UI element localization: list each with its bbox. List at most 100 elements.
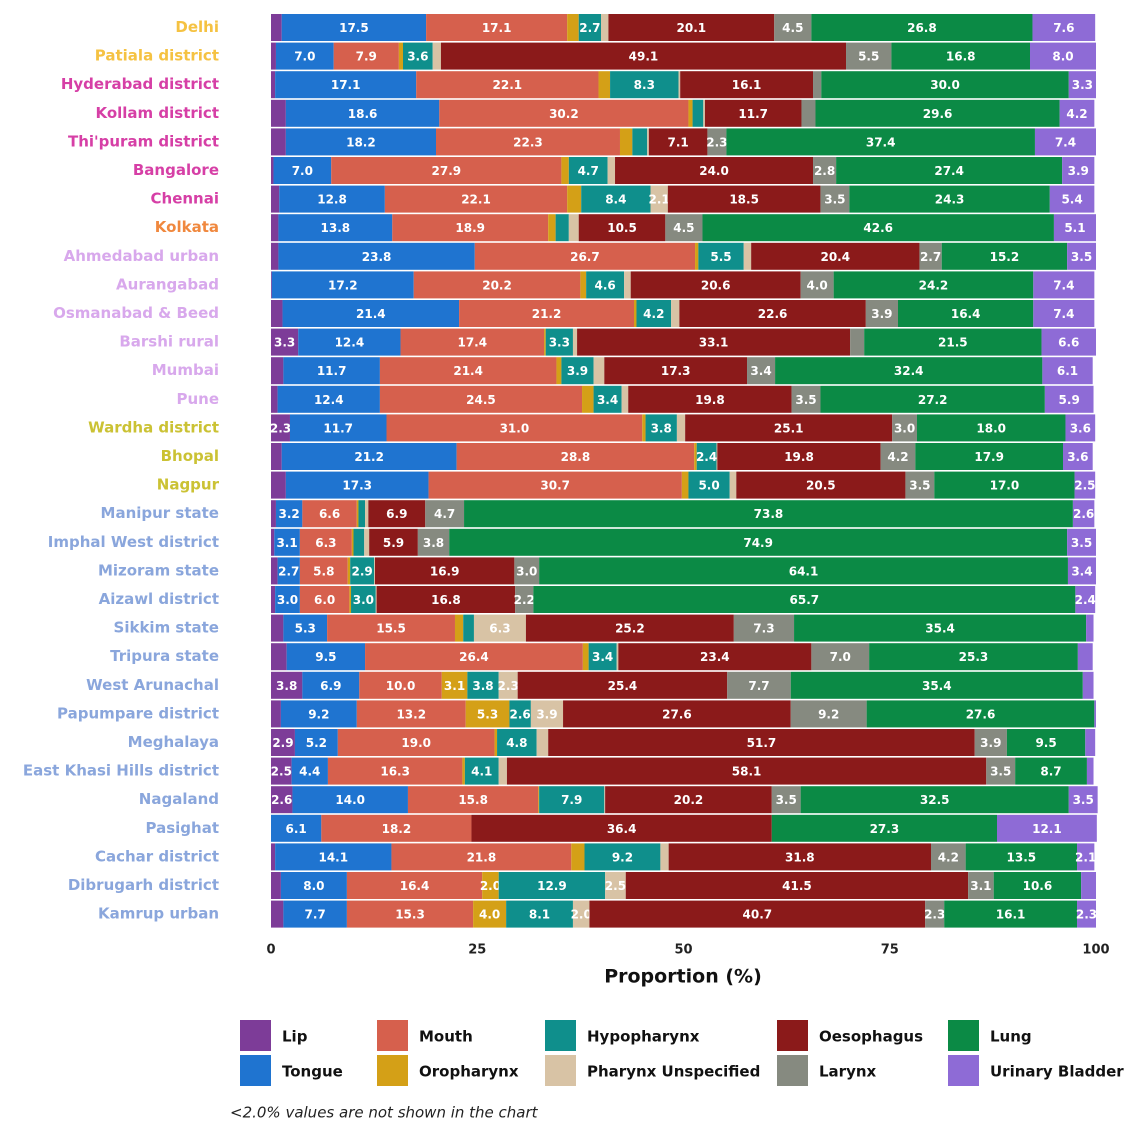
bar-segment	[350, 557, 375, 585]
bar-segment	[660, 843, 669, 871]
bar-segment	[285, 128, 436, 156]
bar-segment	[563, 700, 791, 728]
value-label: 12.9	[537, 879, 567, 893]
bar-segment	[821, 71, 1069, 99]
value-label: 16.8	[946, 50, 976, 64]
value-label: 2.3	[706, 135, 727, 149]
bar-segment	[351, 586, 376, 613]
bar-segment	[1062, 157, 1095, 184]
value-label: 4.7	[578, 164, 599, 178]
bar-segment	[586, 271, 625, 299]
bar-segment	[704, 99, 802, 127]
value-label: 25.2	[615, 622, 645, 636]
bar-segment	[271, 99, 286, 127]
value-label: 3.8	[423, 536, 444, 550]
bar-segment	[931, 843, 966, 871]
bar-segment	[618, 643, 812, 671]
category-label: West Arunachal	[86, 676, 219, 694]
bar-segment	[1086, 757, 1094, 785]
value-label: 4.6	[594, 278, 615, 292]
bar-segment	[376, 586, 516, 613]
bar-segment	[849, 185, 1050, 213]
bar-segment	[568, 157, 608, 184]
bar-segment	[1006, 729, 1086, 756]
value-label: 7.9	[356, 50, 377, 64]
bar-segment	[275, 42, 334, 70]
bar-segment	[751, 242, 920, 270]
bar-segment	[346, 872, 483, 899]
bar-segment	[283, 614, 328, 642]
value-label: 18.9	[455, 221, 485, 235]
bar-segment	[915, 443, 1063, 470]
bar-segment	[593, 385, 622, 413]
value-label: 22.1	[493, 78, 523, 92]
bar-segment	[471, 814, 772, 842]
value-label: 3.6	[407, 50, 428, 64]
value-label: 2.5	[271, 765, 292, 779]
bar-segment	[1044, 385, 1094, 413]
legend-swatch	[948, 1020, 979, 1051]
value-label: 7.4	[1053, 278, 1074, 292]
bar-segment	[1033, 271, 1095, 299]
bar-segment	[577, 328, 851, 356]
value-label: 8.4	[605, 193, 626, 207]
bar-segment	[698, 242, 744, 270]
bar-segment	[667, 185, 821, 213]
bar-segment	[584, 843, 661, 871]
value-label: 3.0	[516, 564, 537, 578]
value-label: 5.2	[306, 736, 327, 750]
legend-label: Oropharynx	[419, 1063, 519, 1081]
bar-segment	[567, 14, 579, 41]
bar-segment	[628, 385, 792, 413]
bar-segment	[1041, 328, 1096, 356]
value-label: 17.3	[661, 364, 691, 378]
bar-segment	[1075, 586, 1096, 613]
bar-segment	[282, 300, 460, 327]
bar-segment	[497, 729, 537, 756]
category-label: Tripura state	[110, 647, 219, 665]
bar-segment	[271, 271, 414, 299]
bar-segment	[439, 99, 689, 127]
value-label: 27.3	[870, 822, 900, 836]
bar-segment	[548, 729, 975, 756]
bar-segment	[1049, 185, 1095, 213]
bar-segment	[1077, 843, 1095, 871]
value-label: 16.4	[400, 879, 430, 893]
bar-segment	[358, 500, 366, 528]
legend-swatch	[777, 1020, 808, 1051]
value-label: 74.9	[743, 536, 773, 550]
value-label: 2.7	[579, 21, 600, 35]
bar-segment	[271, 214, 279, 242]
value-label: 27.6	[662, 707, 692, 721]
bar-segment	[567, 185, 582, 213]
bar-segment	[291, 757, 328, 785]
value-label: 7.0	[830, 650, 851, 664]
legend-swatch	[545, 1020, 576, 1051]
value-label: 26.7	[570, 250, 600, 264]
bar-segment	[506, 757, 987, 785]
bar-segment	[369, 528, 418, 556]
bar-segment	[568, 214, 579, 242]
value-label: 3.9	[871, 307, 892, 321]
value-label: 4.0	[479, 908, 500, 922]
value-label: 22.3	[513, 135, 543, 149]
bar-segment	[506, 900, 573, 928]
bar-segment	[688, 471, 730, 499]
value-label: 18.2	[382, 822, 412, 836]
value-label: 5.5	[710, 250, 731, 264]
bar-segment	[426, 14, 568, 41]
value-label: 17.1	[482, 21, 512, 35]
bar-segment	[271, 128, 286, 156]
value-label: 10.0	[386, 679, 416, 693]
value-label: 13.2	[396, 707, 426, 721]
value-label: 5.3	[477, 707, 498, 721]
bar-segment	[1067, 528, 1096, 556]
value-label: 8.3	[634, 78, 655, 92]
category-label: Chennai	[151, 190, 219, 208]
bar-segment	[271, 42, 276, 70]
value-label: 24.3	[935, 193, 965, 207]
value-label: 11.7	[323, 421, 353, 435]
value-label: 6.9	[320, 679, 341, 693]
bar-segment	[1068, 71, 1096, 99]
bar-segment	[271, 500, 276, 528]
